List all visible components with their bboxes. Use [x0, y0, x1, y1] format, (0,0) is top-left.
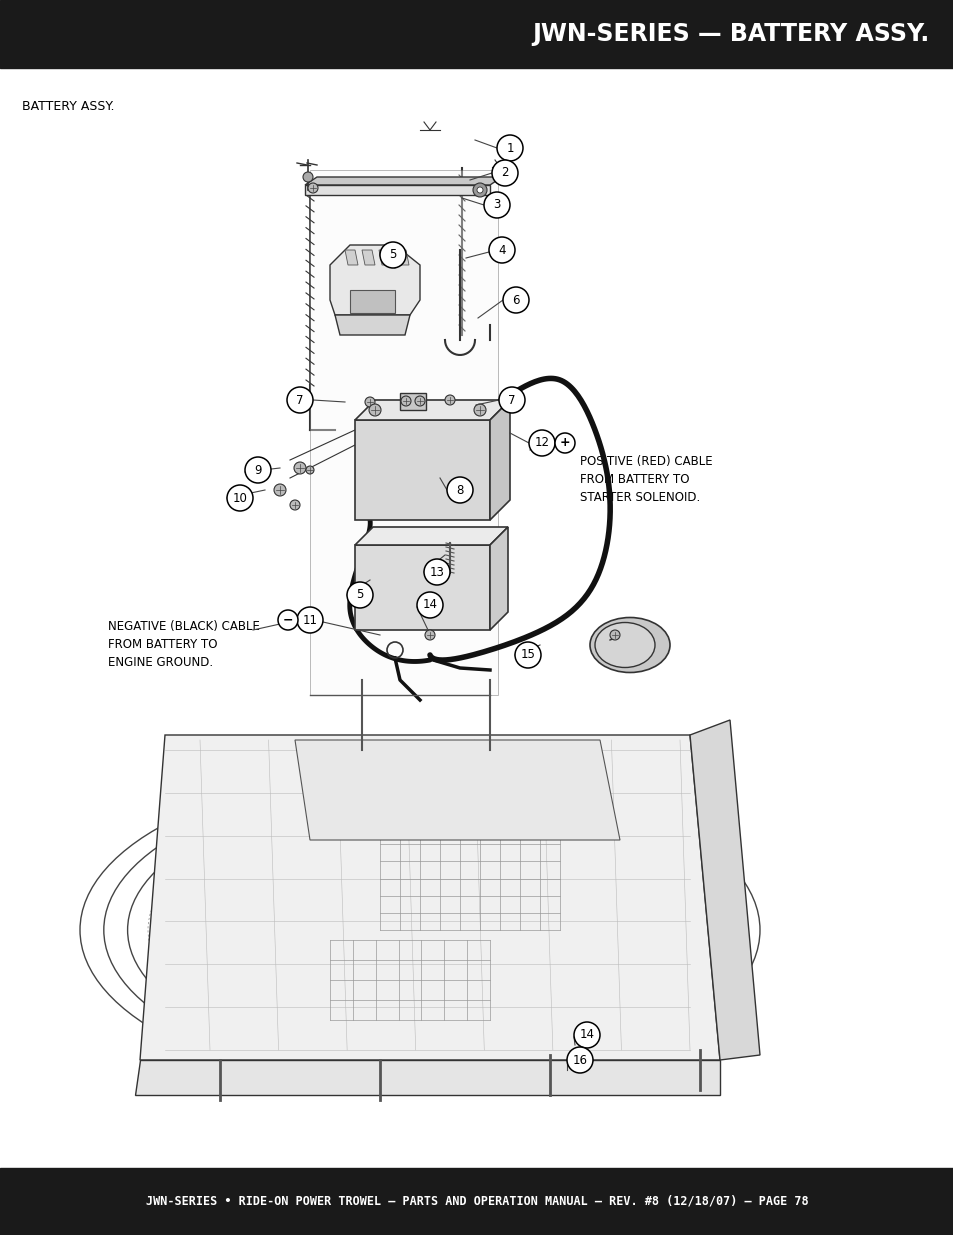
Circle shape: [400, 396, 411, 406]
Polygon shape: [490, 527, 507, 630]
Circle shape: [492, 161, 517, 186]
Text: 7: 7: [508, 394, 516, 406]
Circle shape: [347, 582, 373, 608]
Circle shape: [483, 191, 510, 219]
Circle shape: [476, 186, 482, 193]
Ellipse shape: [589, 618, 669, 673]
Circle shape: [308, 183, 317, 193]
Circle shape: [474, 404, 485, 416]
Text: 1: 1: [506, 142, 514, 154]
Text: 14: 14: [422, 599, 437, 611]
Circle shape: [294, 462, 306, 474]
Polygon shape: [355, 420, 490, 520]
Polygon shape: [399, 393, 426, 410]
Polygon shape: [335, 315, 410, 335]
Text: -: -: [373, 405, 376, 415]
Text: 13: 13: [429, 566, 444, 578]
Circle shape: [227, 485, 253, 511]
Polygon shape: [294, 740, 619, 840]
Circle shape: [473, 183, 486, 198]
Bar: [0, 1168, 953, 1235]
Circle shape: [423, 559, 450, 585]
Text: 9: 9: [254, 463, 261, 477]
Circle shape: [277, 610, 297, 630]
Circle shape: [444, 395, 455, 405]
Polygon shape: [310, 170, 497, 695]
Circle shape: [574, 1023, 599, 1049]
Text: 15: 15: [520, 648, 535, 662]
Text: 3: 3: [493, 199, 500, 211]
Polygon shape: [355, 545, 490, 630]
Text: 10: 10: [233, 492, 247, 505]
Circle shape: [529, 430, 555, 456]
Circle shape: [274, 484, 286, 496]
Circle shape: [489, 237, 515, 263]
Text: 6: 6: [512, 294, 519, 306]
Circle shape: [424, 630, 435, 640]
Bar: [0, 0, 953, 68]
Polygon shape: [345, 249, 357, 266]
Polygon shape: [689, 720, 760, 1060]
Text: 14: 14: [578, 1029, 594, 1041]
Polygon shape: [140, 735, 720, 1060]
Text: 5: 5: [355, 589, 363, 601]
Circle shape: [369, 404, 380, 416]
Circle shape: [303, 172, 313, 182]
Circle shape: [447, 477, 473, 503]
Circle shape: [365, 396, 375, 408]
Circle shape: [498, 387, 524, 412]
Circle shape: [566, 1047, 593, 1073]
Polygon shape: [350, 290, 395, 312]
Polygon shape: [135, 1060, 720, 1095]
Circle shape: [296, 606, 323, 634]
Text: JWN-SERIES — BATTERY ASSY.: JWN-SERIES — BATTERY ASSY.: [532, 22, 929, 46]
Text: 7: 7: [296, 394, 303, 406]
Circle shape: [502, 287, 529, 312]
Text: JWN-SERIES • RIDE-ON POWER TROWEL — PARTS AND OPERATION MANUAL — REV. #8 (12/18/: JWN-SERIES • RIDE-ON POWER TROWEL — PART…: [146, 1194, 807, 1208]
Text: 8: 8: [456, 483, 463, 496]
Circle shape: [290, 500, 299, 510]
Circle shape: [379, 242, 406, 268]
Text: −: −: [282, 614, 293, 626]
Polygon shape: [490, 400, 510, 520]
Text: 5: 5: [389, 248, 396, 262]
Text: 12: 12: [534, 436, 549, 450]
Polygon shape: [395, 249, 409, 266]
Text: 2: 2: [500, 167, 508, 179]
Text: 11: 11: [302, 614, 317, 626]
Polygon shape: [355, 527, 507, 545]
Circle shape: [415, 396, 424, 406]
Polygon shape: [305, 177, 501, 185]
Polygon shape: [361, 249, 375, 266]
Circle shape: [245, 457, 271, 483]
Circle shape: [609, 630, 619, 640]
Circle shape: [306, 466, 314, 474]
Polygon shape: [305, 185, 490, 195]
Polygon shape: [378, 249, 392, 266]
Circle shape: [555, 433, 575, 453]
Ellipse shape: [595, 622, 655, 667]
Polygon shape: [330, 245, 419, 315]
Text: +: +: [559, 436, 570, 450]
Text: +: +: [476, 405, 483, 415]
Circle shape: [515, 642, 540, 668]
Polygon shape: [355, 400, 510, 420]
Circle shape: [287, 387, 313, 412]
Text: POSITIVE (RED) CABLE
FROM BATTERY TO
STARTER SOLENOID.: POSITIVE (RED) CABLE FROM BATTERY TO STA…: [579, 454, 712, 504]
Text: 16: 16: [572, 1053, 587, 1067]
Text: BATTERY ASSY.: BATTERY ASSY.: [22, 100, 114, 112]
Text: NEGATIVE (BLACK) CABLE
FROM BATTERY TO
ENGINE GROUND.: NEGATIVE (BLACK) CABLE FROM BATTERY TO E…: [108, 620, 259, 669]
Circle shape: [416, 592, 442, 618]
Circle shape: [497, 135, 522, 161]
Text: 4: 4: [497, 243, 505, 257]
